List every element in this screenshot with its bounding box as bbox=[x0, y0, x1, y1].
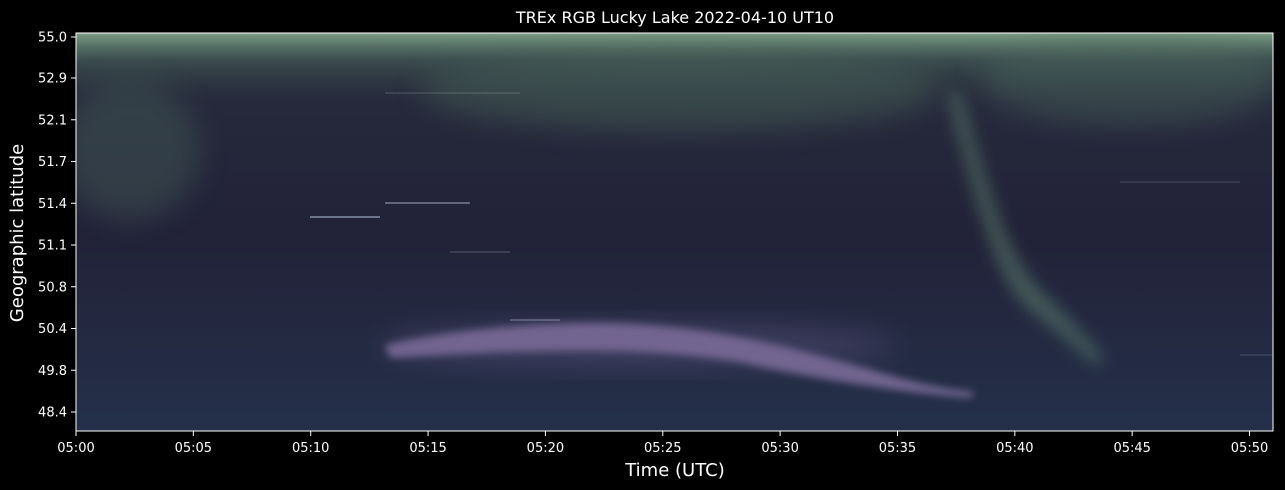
y-tick-label: 51.4 bbox=[38, 197, 67, 212]
x-tick-label: 05:40 bbox=[996, 441, 1033, 456]
x-tick-label: 05:00 bbox=[57, 441, 94, 456]
plot-frame bbox=[75, 32, 1274, 432]
chart-title: TREx RGB Lucky Lake 2022-04-10 UT10 bbox=[515, 8, 834, 27]
y-axis-label: Geographic latitude bbox=[7, 144, 28, 322]
green-emission-arc-upper bbox=[420, 50, 940, 130]
x-tick-label: 05:15 bbox=[409, 441, 446, 456]
y-tick-label: 52.1 bbox=[38, 113, 67, 128]
x-tick-label: 05:45 bbox=[1113, 441, 1150, 456]
purple-arc-glow bbox=[380, 323, 900, 367]
green-emission-left-band bbox=[76, 80, 200, 220]
x-tick-label: 05:50 bbox=[1231, 441, 1268, 456]
y-tick-label: 52.9 bbox=[38, 72, 67, 87]
green-emission-streak-right bbox=[948, 90, 1105, 365]
x-tick-label: 05:05 bbox=[175, 441, 212, 456]
y-tick-label: 50.4 bbox=[38, 322, 67, 337]
y-tick-label: 48.4 bbox=[38, 406, 67, 421]
y-tick-label: 50.8 bbox=[38, 280, 67, 295]
x-tick-label: 05:30 bbox=[761, 441, 798, 456]
x-tick-label: 05:35 bbox=[879, 441, 916, 456]
y-tick-label: 49.8 bbox=[38, 364, 67, 379]
y-axis: 48.4 49.8 50.4 50.8 51.1 51.4 51.7 52.1 52.9 55.0 bbox=[38, 31, 76, 421]
x-axis-label: Time (UTC) bbox=[624, 460, 725, 481]
y-tick-label: 55.0 bbox=[38, 31, 67, 46]
x-axis: 05:00 05:05 05:10 05:15 05:20 05:25 05:30 05:35… bbox=[57, 431, 1268, 456]
x-tick-label: 05:20 bbox=[527, 441, 564, 456]
green-emission-upper-right bbox=[980, 35, 1273, 125]
y-tick-label: 51.7 bbox=[38, 155, 67, 170]
plot-area bbox=[76, 33, 1273, 431]
x-tick-label: 05:10 bbox=[292, 441, 329, 456]
x-tick-label: 05:25 bbox=[644, 441, 681, 456]
y-tick-label: 51.1 bbox=[38, 239, 67, 254]
noise-streaks bbox=[310, 92, 1273, 356]
